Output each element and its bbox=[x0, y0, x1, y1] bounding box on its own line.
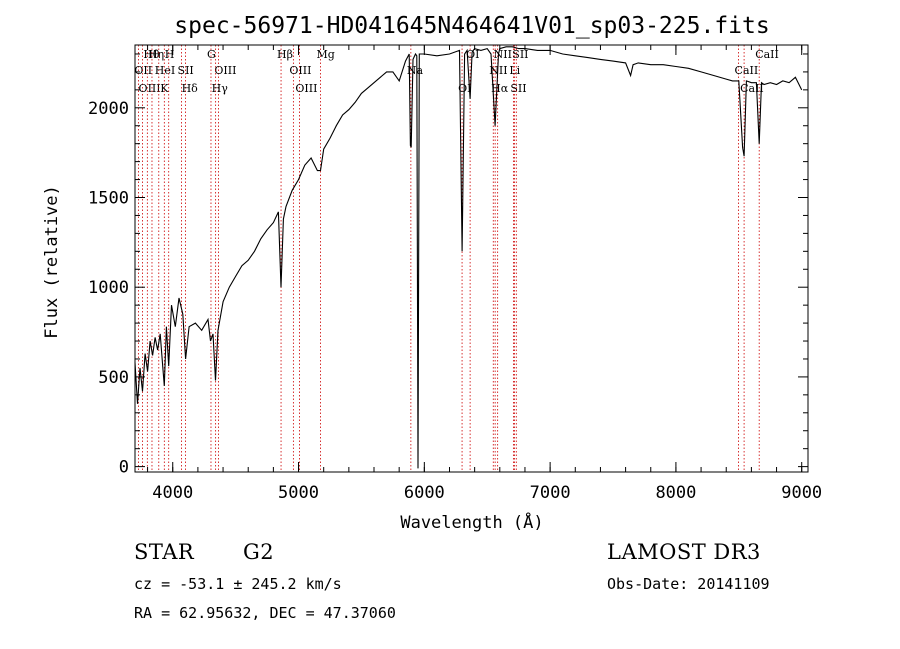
x-tick-label: 7000 bbox=[530, 483, 571, 503]
y-tick-label: 2000 bbox=[88, 99, 129, 119]
x-tick-label: 8000 bbox=[655, 483, 696, 503]
line-label: Hδ bbox=[182, 82, 199, 95]
spectrum-series bbox=[134, 46, 803, 469]
line-label: CaII bbox=[755, 48, 779, 61]
chart-title: spec-56971-HD041645N464641V01_sp03-225.f… bbox=[174, 13, 769, 39]
x-axis-label: Wavelength (Å) bbox=[400, 511, 543, 533]
line-label: OIII bbox=[139, 82, 161, 95]
survey-name: LAMOST DR3 bbox=[607, 540, 761, 564]
object-type: STAR bbox=[134, 540, 195, 564]
spectral-line-markers: Hθ OII OIII Hη HeI K H SII Hδ G OIII Hγ Hβ OIII OIII Mg… bbox=[134, 45, 779, 472]
line-label: OIII bbox=[295, 82, 317, 95]
line-label: H bbox=[165, 48, 175, 61]
line-label: OII bbox=[134, 64, 152, 77]
line-label: K bbox=[160, 82, 169, 95]
line-label: Hα bbox=[491, 82, 509, 95]
line-label: CaII bbox=[740, 82, 764, 95]
y-axis-label: Flux (relative) bbox=[42, 185, 62, 339]
plot-frame bbox=[134, 44, 809, 473]
spectrum-line bbox=[134, 46, 803, 469]
line-label: OIII bbox=[289, 64, 311, 77]
line-label: Hη bbox=[148, 48, 164, 61]
line-label: NII bbox=[494, 48, 512, 61]
y-tick-label: 1000 bbox=[88, 278, 129, 298]
y-tick-label: 500 bbox=[98, 368, 129, 388]
line-label: Hβ bbox=[277, 48, 293, 61]
line-label: Mg bbox=[317, 48, 335, 61]
line-label: OIII bbox=[214, 64, 236, 77]
line-label: SII bbox=[510, 82, 526, 95]
x-tick-label: 5000 bbox=[278, 483, 319, 503]
observation-date: Obs-Date: 20141109 bbox=[607, 575, 770, 593]
line-label: OI bbox=[458, 82, 471, 95]
line-label: Hθ bbox=[143, 48, 160, 61]
line-label: NII bbox=[489, 64, 507, 77]
line-label: OI bbox=[466, 48, 479, 61]
line-label: SII bbox=[512, 48, 528, 61]
y-tick-label: 0 bbox=[119, 458, 129, 478]
x-tick-label: 9000 bbox=[781, 483, 822, 503]
line-label: CaII bbox=[735, 64, 759, 77]
axis-ticks: 4000 5000 6000 7000 8000 9000 0 500 1000 1500 2000 bbox=[88, 45, 822, 503]
y-tick-label: 1500 bbox=[88, 189, 129, 209]
line-label: Hγ bbox=[212, 82, 229, 95]
line-label: Li bbox=[509, 64, 520, 77]
coordinates: RA = 62.95632, DEC = 47.37060 bbox=[134, 604, 396, 622]
object-subclass: G2 bbox=[243, 540, 275, 564]
x-tick-label: 4000 bbox=[152, 483, 193, 503]
line-label: HeI bbox=[155, 64, 175, 77]
line-label: G bbox=[207, 48, 216, 61]
redshift-velocity: cz = -53.1 ± 245.2 km/s bbox=[134, 575, 342, 593]
x-tick-label: 6000 bbox=[404, 483, 445, 503]
